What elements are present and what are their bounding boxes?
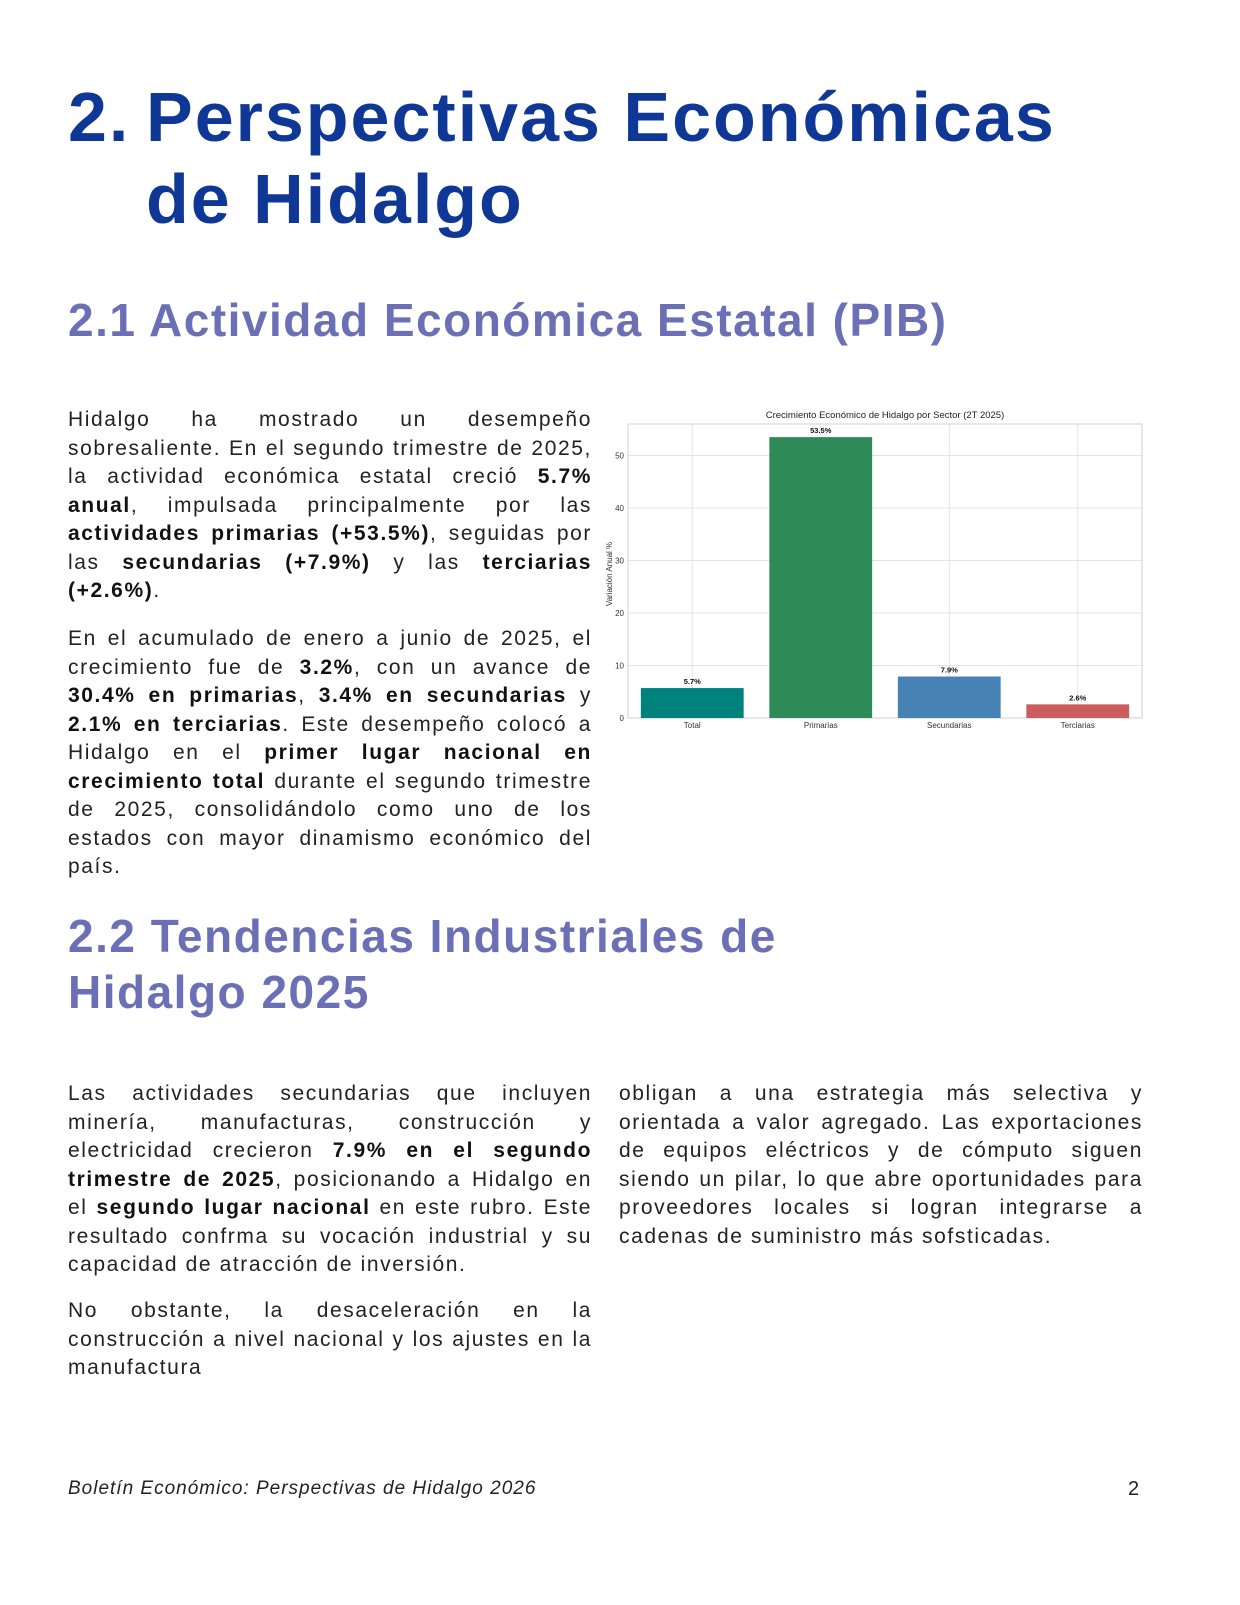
chart-y-tick-label: 0 — [620, 714, 625, 723]
section-2-1-paragraph-1: Hidalgo ha mostrado un desempeño sobresa… — [68, 406, 592, 606]
chart-x-tick-label: Terciarias — [1061, 721, 1095, 730]
chart-y-tick-label: 20 — [615, 609, 624, 618]
section-2-2-title-line-1: 2.2 Tendencias Industriales de — [68, 910, 777, 962]
chart-bar-value-label: 7.9% — [941, 666, 958, 675]
section-2-2-title-line-2: Hidalgo 2025 — [68, 966, 370, 1018]
sector-growth-chart: Crecimiento Económico de Hidalgo por Sec… — [605, 410, 1143, 730]
chart-y-tick-label: 50 — [615, 452, 624, 461]
text-run: y — [566, 684, 592, 707]
chart-bar-value-label: 53.5% — [810, 426, 832, 435]
bold-text: 5.7% anual — [68, 465, 592, 517]
text-run: obligan a una estrategia más selectiva y… — [619, 1082, 1143, 1248]
chart-y-tick-label: 30 — [615, 557, 624, 566]
bold-text: terciarias (+2.6%) — [68, 550, 592, 603]
chart-bar-primarias — [769, 437, 873, 718]
page-number: 2 — [1128, 1478, 1140, 1500]
section-2-1-paragraph-2: En el acumulado de enero a junio de 2025… — [68, 625, 592, 882]
bold-text: 7.9% en el segundo trimestre de 2025 — [68, 1139, 593, 1191]
text-run: Las actividades secundarias que incluyen… — [68, 1082, 592, 1162]
chart-x-tick-label: Secundarias — [927, 721, 971, 730]
chart-bar-total — [640, 688, 744, 718]
bold-text: segundo lugar nacional — [96, 1196, 371, 1219]
bold-text: actividades primarias (+53.5%) — [68, 522, 431, 545]
chart-y-axis-label: Variación Anual % — [605, 542, 614, 606]
chart-bar-value-label: 5.7% — [684, 677, 701, 686]
bold-text: primer lugar nacional en crecimiento tot… — [68, 741, 592, 793]
section-2-1-title: 2.1 Actividad Económica Estatal (PIB) — [68, 294, 948, 346]
text-run: . — [153, 579, 161, 602]
text-run: , seguidas por las — [68, 522, 592, 574]
section-2-2-paragraph-1: Las actividades secundarias que incluyen… — [68, 1080, 592, 1280]
bold-text: 2.1% en terciarias — [68, 712, 283, 736]
text-run: En el acumulado de enero a junio de 2025… — [68, 627, 592, 679]
text-run: y las — [370, 550, 483, 574]
chart-x-tick-label: Primarias — [804, 721, 838, 730]
text-run: , impulsada principalmente por las — [130, 493, 592, 517]
chart-title: Crecimiento Económico de Hidalgo por Sec… — [766, 410, 1005, 421]
chart-plot-frame — [627, 423, 1143, 719]
text-run: en este rubro. Este resultado confrma su… — [68, 1196, 592, 1276]
text-run: durante el segundo trimestre de 2025, co… — [68, 769, 592, 879]
footer-title: Boletín Económico: Perspectivas de Hidal… — [68, 1478, 537, 1499]
section-2-2-title: 2.2 Tendencias Industriales de Hidalgo 2… — [68, 908, 777, 1020]
chart-bar-secundarias — [897, 676, 1001, 718]
chart-bar-terciarias — [1026, 704, 1130, 718]
page-heading: 2. Perspectivas Económicas de Hidalgo — [68, 76, 1168, 240]
text-run: Hidalgo ha mostrado un desempeño sobresa… — [68, 408, 592, 488]
chart-y-tick-label: 10 — [615, 662, 624, 671]
chart-x-tick-label: Total — [684, 721, 701, 730]
text-run: , — [298, 684, 319, 707]
section-2-2-paragraph-3: obligan a una estrategia más selectiva y… — [619, 1080, 1143, 1251]
text-run: . Este desempeño colocó a Hidalgo en el — [68, 712, 592, 765]
text-run: , con un avance de — [353, 655, 592, 679]
bold-text: secundarias (+7.9%) — [122, 550, 371, 574]
bold-text: 3.4% en secundarias — [318, 684, 567, 707]
bold-text: 30.4% en primarias — [68, 684, 299, 707]
bold-text: 3.2% — [299, 655, 354, 679]
text-run: No obstante, la desaceleración en la con… — [68, 1299, 592, 1379]
chart-bar-value-label: 2.6% — [1069, 693, 1086, 702]
text-run: , posicionando a Hidalgo en el — [68, 1167, 593, 1220]
section-2-2-paragraph-2: No obstante, la desaceleración en la con… — [68, 1297, 592, 1383]
heading-line-2: de Hidalgo — [146, 160, 524, 238]
heading-number: 2. — [68, 78, 131, 156]
heading-line-1: Perspectivas Económicas — [146, 78, 1056, 156]
chart-y-tick-label: 40 — [615, 504, 624, 513]
